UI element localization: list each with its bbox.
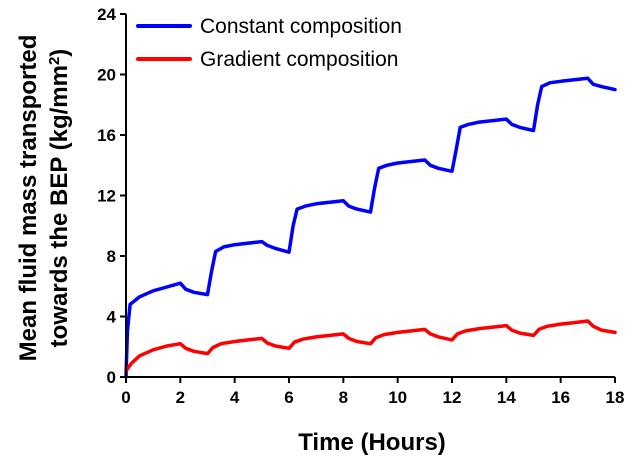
- y-axis-title-prefix: towards the: [46, 206, 73, 347]
- legend: Constant composition Gradient composition: [136, 15, 402, 71]
- y-axis-title-bep: BEP: [46, 157, 73, 206]
- y-axis-title-superscript: 2: [46, 57, 63, 65]
- y-axis-title-line-1: Mean fluid mass transported: [15, 35, 42, 362]
- y-tick-label: 24: [97, 5, 116, 24]
- y-axis-title-line-2: towards the BEP (kg/mm2): [46, 49, 74, 348]
- y-axis-title-end: ): [46, 49, 73, 57]
- x-tick-label: 16: [551, 388, 570, 407]
- x-tick-label: 2: [176, 388, 185, 407]
- x-tick-label: 0: [121, 388, 130, 407]
- y-tick-label: 16: [97, 126, 116, 145]
- y-tick-label: 4: [107, 308, 117, 327]
- x-tick-label: 10: [388, 388, 407, 407]
- y-axis-title: Mean fluid mass transported towards the …: [15, 35, 73, 362]
- y-tick-label: 12: [97, 187, 116, 206]
- y-axis-title-unit: (kg/mm: [46, 65, 73, 157]
- y-tick-label: 20: [97, 66, 116, 85]
- series-line-gradient: [124, 319, 617, 373]
- x-axis-title: Time (Hours): [298, 429, 446, 456]
- x-tick-label: 6: [284, 388, 293, 407]
- legend-label-gradient: Gradient composition: [200, 48, 398, 71]
- plot-area: [124, 76, 617, 379]
- x-tick-label: 4: [230, 388, 240, 407]
- x-tick-label: 14: [497, 388, 516, 407]
- x-tick-label: 18: [606, 388, 625, 407]
- legend-label-constant: Constant composition: [200, 15, 402, 38]
- series-line-constant: [124, 76, 617, 379]
- y-tick-label: 8: [107, 247, 116, 266]
- y-tick-label: 0: [107, 368, 116, 387]
- x-tick-label: 12: [443, 388, 462, 407]
- x-tick-label: 8: [339, 388, 348, 407]
